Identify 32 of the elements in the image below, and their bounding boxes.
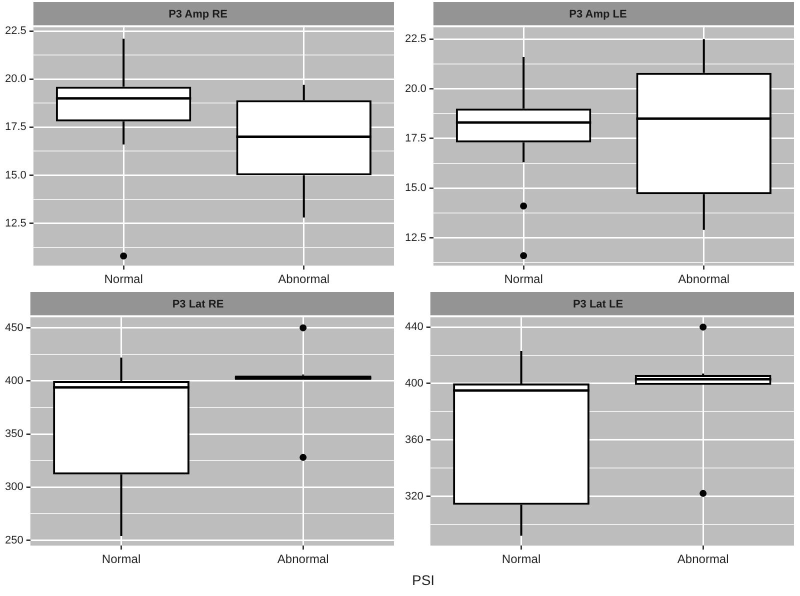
y-tick-label: 15.0 xyxy=(4,169,26,182)
y-tick-label: 22.5 xyxy=(4,25,26,38)
x-tick-label: Normal xyxy=(102,552,141,566)
x-tick-label: Normal xyxy=(502,552,541,566)
y-tick-label: 22.5 xyxy=(404,33,426,46)
chart-title: P3 Lat RE xyxy=(172,298,224,311)
y-tick-label: 400 xyxy=(4,374,24,387)
y-tick-label: 360 xyxy=(404,434,424,446)
y-tick-label: 17.5 xyxy=(404,132,426,144)
y-tick-label: 250 xyxy=(4,534,24,546)
x-tick-label: Abnormal xyxy=(677,552,729,566)
x-tick-label: Abnormal xyxy=(278,272,330,286)
x-tick-label: Abnormal xyxy=(678,272,730,286)
chart-title: P3 Amp RE xyxy=(168,8,228,21)
y-tick-label: 15.0 xyxy=(404,182,426,194)
y-tick-label: 20.0 xyxy=(404,82,426,95)
y-tick-label: 400 xyxy=(404,377,424,390)
chart-title: P3 Amp LE xyxy=(569,8,627,21)
y-tick-label: 350 xyxy=(4,428,24,440)
x-tick-label: Normal xyxy=(504,272,543,286)
chart-title: P3 Lat LE xyxy=(572,298,624,311)
y-tick-label: 300 xyxy=(4,481,24,494)
y-tick-label: 12.5 xyxy=(4,217,26,230)
x-tick-label: Normal xyxy=(104,272,143,286)
x-axis-title: PSI xyxy=(411,572,436,588)
y-tick-label: 450 xyxy=(4,322,24,334)
y-tick-label: 440 xyxy=(404,321,424,334)
x-tick-label: Abnormal xyxy=(277,552,329,566)
y-tick-label: 12.5 xyxy=(404,232,426,244)
y-tick-label: 20.0 xyxy=(4,73,26,86)
y-tick-label: 17.5 xyxy=(4,121,26,134)
y-tick-label: 320 xyxy=(404,490,424,502)
